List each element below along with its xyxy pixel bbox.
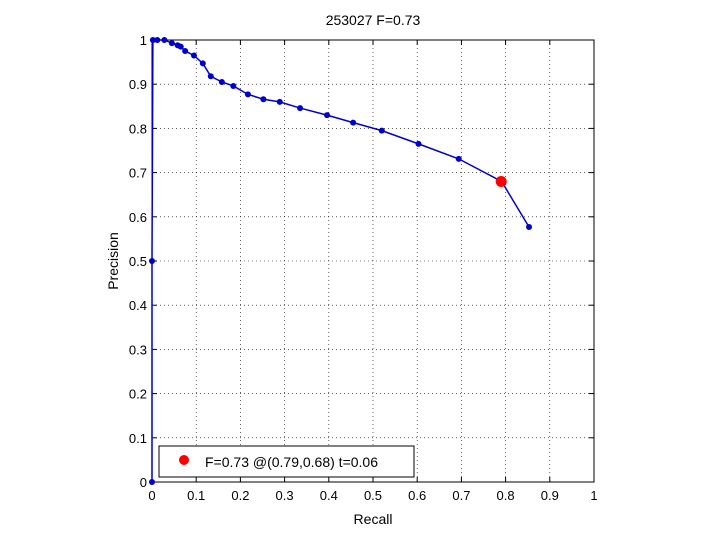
data-point <box>455 155 462 162</box>
data-point <box>154 37 161 43</box>
y-tick-label: 0 <box>140 475 147 490</box>
legend-box <box>158 445 415 478</box>
x-tick-label: 0.7 <box>452 488 470 503</box>
data-point <box>378 127 385 134</box>
y-tick-label: 0.7 <box>129 166 147 181</box>
y-tick-label: 0.6 <box>129 210 147 225</box>
data-point <box>168 40 175 47</box>
data-point <box>182 48 189 55</box>
data-point <box>199 60 206 67</box>
data-point <box>218 78 225 85</box>
y-tick-label: 0.8 <box>129 121 147 136</box>
data-point <box>190 52 197 59</box>
data-point <box>149 37 156 43</box>
data-point <box>526 223 533 230</box>
y-tick-label: 0.5 <box>129 254 147 269</box>
y-tick-label: 0.9 <box>129 77 147 92</box>
y-tick-label: 1 <box>140 33 147 48</box>
legend-label: F=0.73 @(0.79,0.68) t=0.06 <box>205 454 378 470</box>
y-tick-label: 0.4 <box>129 298 147 313</box>
legend: F=0.73 @(0.79,0.68) t=0.06 <box>158 445 415 478</box>
x-tick-label: 0.6 <box>408 488 426 503</box>
series-group <box>149 37 533 485</box>
data-point <box>230 82 237 89</box>
chart-title: 253027 F=0.73 <box>326 12 421 28</box>
highlight-group <box>495 175 507 187</box>
data-point <box>324 112 331 119</box>
y-tick-label: 0.1 <box>129 431 147 446</box>
x-tick-label: 0 <box>148 488 155 503</box>
best-f-point <box>495 175 507 187</box>
data-point <box>161 37 168 43</box>
x-tick-label: 0.4 <box>320 488 338 503</box>
x-tick-label: 0.3 <box>276 488 294 503</box>
data-point <box>297 105 304 112</box>
data-point <box>350 119 357 126</box>
y-tick-label: 0.3 <box>129 342 147 357</box>
x-tick-label: 0.5 <box>364 488 382 503</box>
y-axis-label: Precision <box>105 232 121 290</box>
data-point <box>260 96 267 103</box>
data-point <box>207 73 214 80</box>
legend-marker <box>179 455 189 465</box>
x-tick-label: 1 <box>590 488 597 503</box>
x-tick-label: 0.1 <box>187 488 205 503</box>
x-tick-label: 0.9 <box>541 488 559 503</box>
data-point <box>177 43 184 50</box>
data-point <box>149 479 155 485</box>
x-tick-label: 0.2 <box>231 488 249 503</box>
data-point <box>244 91 251 98</box>
x-axis-label: Recall <box>354 511 393 527</box>
grid-lines <box>152 40 594 482</box>
data-point <box>276 98 283 105</box>
y-tick-label: 0.2 <box>129 387 147 402</box>
x-tick-label: 0.8 <box>497 488 515 503</box>
data-point <box>149 258 155 264</box>
x-axis-ticks: 0 0.1 0.2 0.3 0.4 0.5 0.6 0.7 0.8 0.9 1 <box>148 40 598 503</box>
data-point <box>415 140 422 147</box>
